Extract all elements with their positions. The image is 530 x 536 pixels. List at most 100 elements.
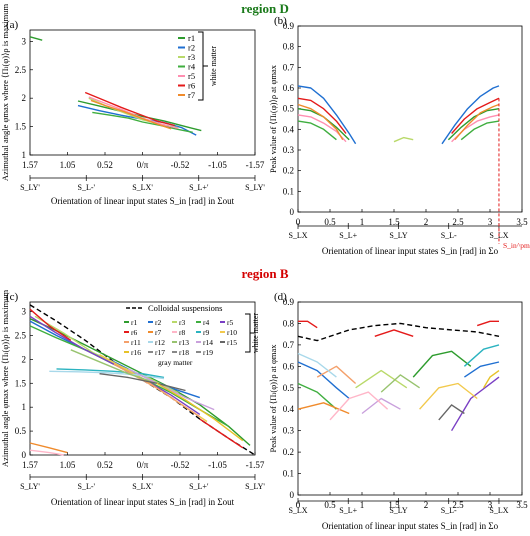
series-line-r1 [77,100,202,132]
y-tick-label: 2 [22,354,27,364]
series-line-r5 [88,96,179,129]
y-tick-label: 1.5 [15,122,27,132]
series-line-r7 [297,402,350,415]
state-label: S_L- [441,506,457,515]
panel-d: (d) 0 0.1 0.2 0.3 0.4 0.5 0.6 0.7 0.8 0.9 0 0.5 1 1.5 2… [268,291,528,531]
legend-label: r19 [203,348,213,357]
series-line-r1 [412,350,472,378]
series-line-r6 [29,308,72,341]
legend-label: r4 [203,318,209,327]
legend-label: r1 [188,33,195,43]
series-line-r7 [29,442,68,454]
legend-label: r9 [203,328,209,337]
y-tick-label: 0 [290,490,295,500]
x-axis-label: Orientation of linear input states S_in … [322,521,499,531]
series-line-r9 [56,368,165,379]
state-label: S_LY [389,231,408,240]
legend-label: r4 [188,62,196,72]
state-label: S_LY [389,506,408,515]
series-line-r6 [199,418,244,449]
series-line-r12 [49,370,165,380]
x-tick-label: 1.05 [60,460,76,470]
legend-label: r14 [203,338,213,347]
y-tick-label: 2 [22,93,27,103]
legend-label: r10 [227,328,237,337]
state-label: S_LX [489,506,508,515]
series-line-r4 [29,325,229,427]
state-label: S_L+ [339,506,357,515]
series-line-r2 [464,361,500,378]
series-line-r6 [298,320,318,329]
x-tick-label: -1.57 [246,460,265,470]
y-tick-label: 0.9 [283,297,295,307]
series-line-r3 [393,136,414,143]
series-line-r16 [482,370,500,389]
y-axis-label: Azimuthal angle φmax where ⟨Πₗ(φ)⟩ρ is m… [0,290,10,468]
y-tick-label: 0.8 [283,42,295,52]
series-line-r2 [297,361,350,400]
x-tick-label: -0.52 [171,160,190,170]
series-line-r6 [476,320,499,327]
series-line-r5 [450,376,500,432]
legend-label: r15 [227,338,237,347]
series-line-r14 [127,368,215,411]
legend-label: r17 [155,348,165,357]
y-tick-label: 1.5 [15,378,27,388]
x-tick-label: 1.5 [388,217,400,227]
x-tick-label: 2.5 [452,500,464,510]
y-tick-label: 0 [22,450,27,460]
x-tick-label: 2 [424,217,429,227]
plot-frame [297,301,523,496]
series-line-r6 [84,91,175,127]
series-line-r4 [92,111,193,133]
x-tick-label: 0.5 [324,500,336,510]
legend-label: r3 [179,318,185,327]
panel-label: (b) [274,15,287,27]
state-label: S_L-' [78,183,96,192]
series-line-r4 [460,120,500,141]
y-tick-label: 2.5 [15,330,27,340]
series-line-r15 [99,373,186,392]
y-tick-label: 1 [22,150,27,160]
legend-label: r5 [188,71,195,81]
state-label: S_L+' [189,482,209,491]
legend-label: r7 [155,328,161,337]
state-label: S_LY' [20,482,40,491]
y-tick-label: 0.1 [283,186,294,196]
y-tick-label: 0.2 [283,166,294,176]
y-tick-label: 0.5 [283,104,295,114]
region-d-title: region D [241,1,289,16]
state-label: S_LY' [245,482,265,491]
series-line-r6 [374,329,414,337]
x-tick-label: 1.5 [388,500,400,510]
panel-c: (c) 0 0.5 1 1.5 2 2.5 3 1.57 1.05 0.52 0/π -0.52 -1.0… [0,290,265,507]
series-line-r7 [90,99,172,130]
legend-label: r3 [188,52,195,62]
x-tick-label: 3.5 [516,217,528,227]
series-line-r1 [447,108,500,141]
legend-note: white matter [209,46,218,87]
state-label: S_L+' [189,183,209,192]
series-line-r4 [297,120,337,141]
x-tick-label: 0.52 [97,460,113,470]
series-line-r6 [297,97,347,134]
x-tick-label: -0.52 [171,460,190,470]
plot-frame [29,29,256,156]
x-tick-label: 0/π [137,460,149,470]
y-axis-label: Peak value of ⟨Πₗ(φ)⟩ρ at φmax [268,344,278,453]
series-line-r13 [380,374,420,393]
legend-note: white matter [251,313,260,354]
x-tick-label: 0/π [137,160,149,170]
series-line-r3 [355,369,408,389]
series-line-r12 [297,352,337,378]
series-line-r14 [361,397,401,415]
y-tick-label: 0.7 [283,62,295,72]
series-line-r7 [297,103,344,141]
y-tick-label: 1 [22,402,27,412]
panel-label: (c) [6,291,19,303]
x-tick-label: 3 [488,217,493,227]
legend-label: r5 [227,318,233,327]
legend-label: r18 [179,348,189,357]
series-line-r11 [113,363,201,418]
